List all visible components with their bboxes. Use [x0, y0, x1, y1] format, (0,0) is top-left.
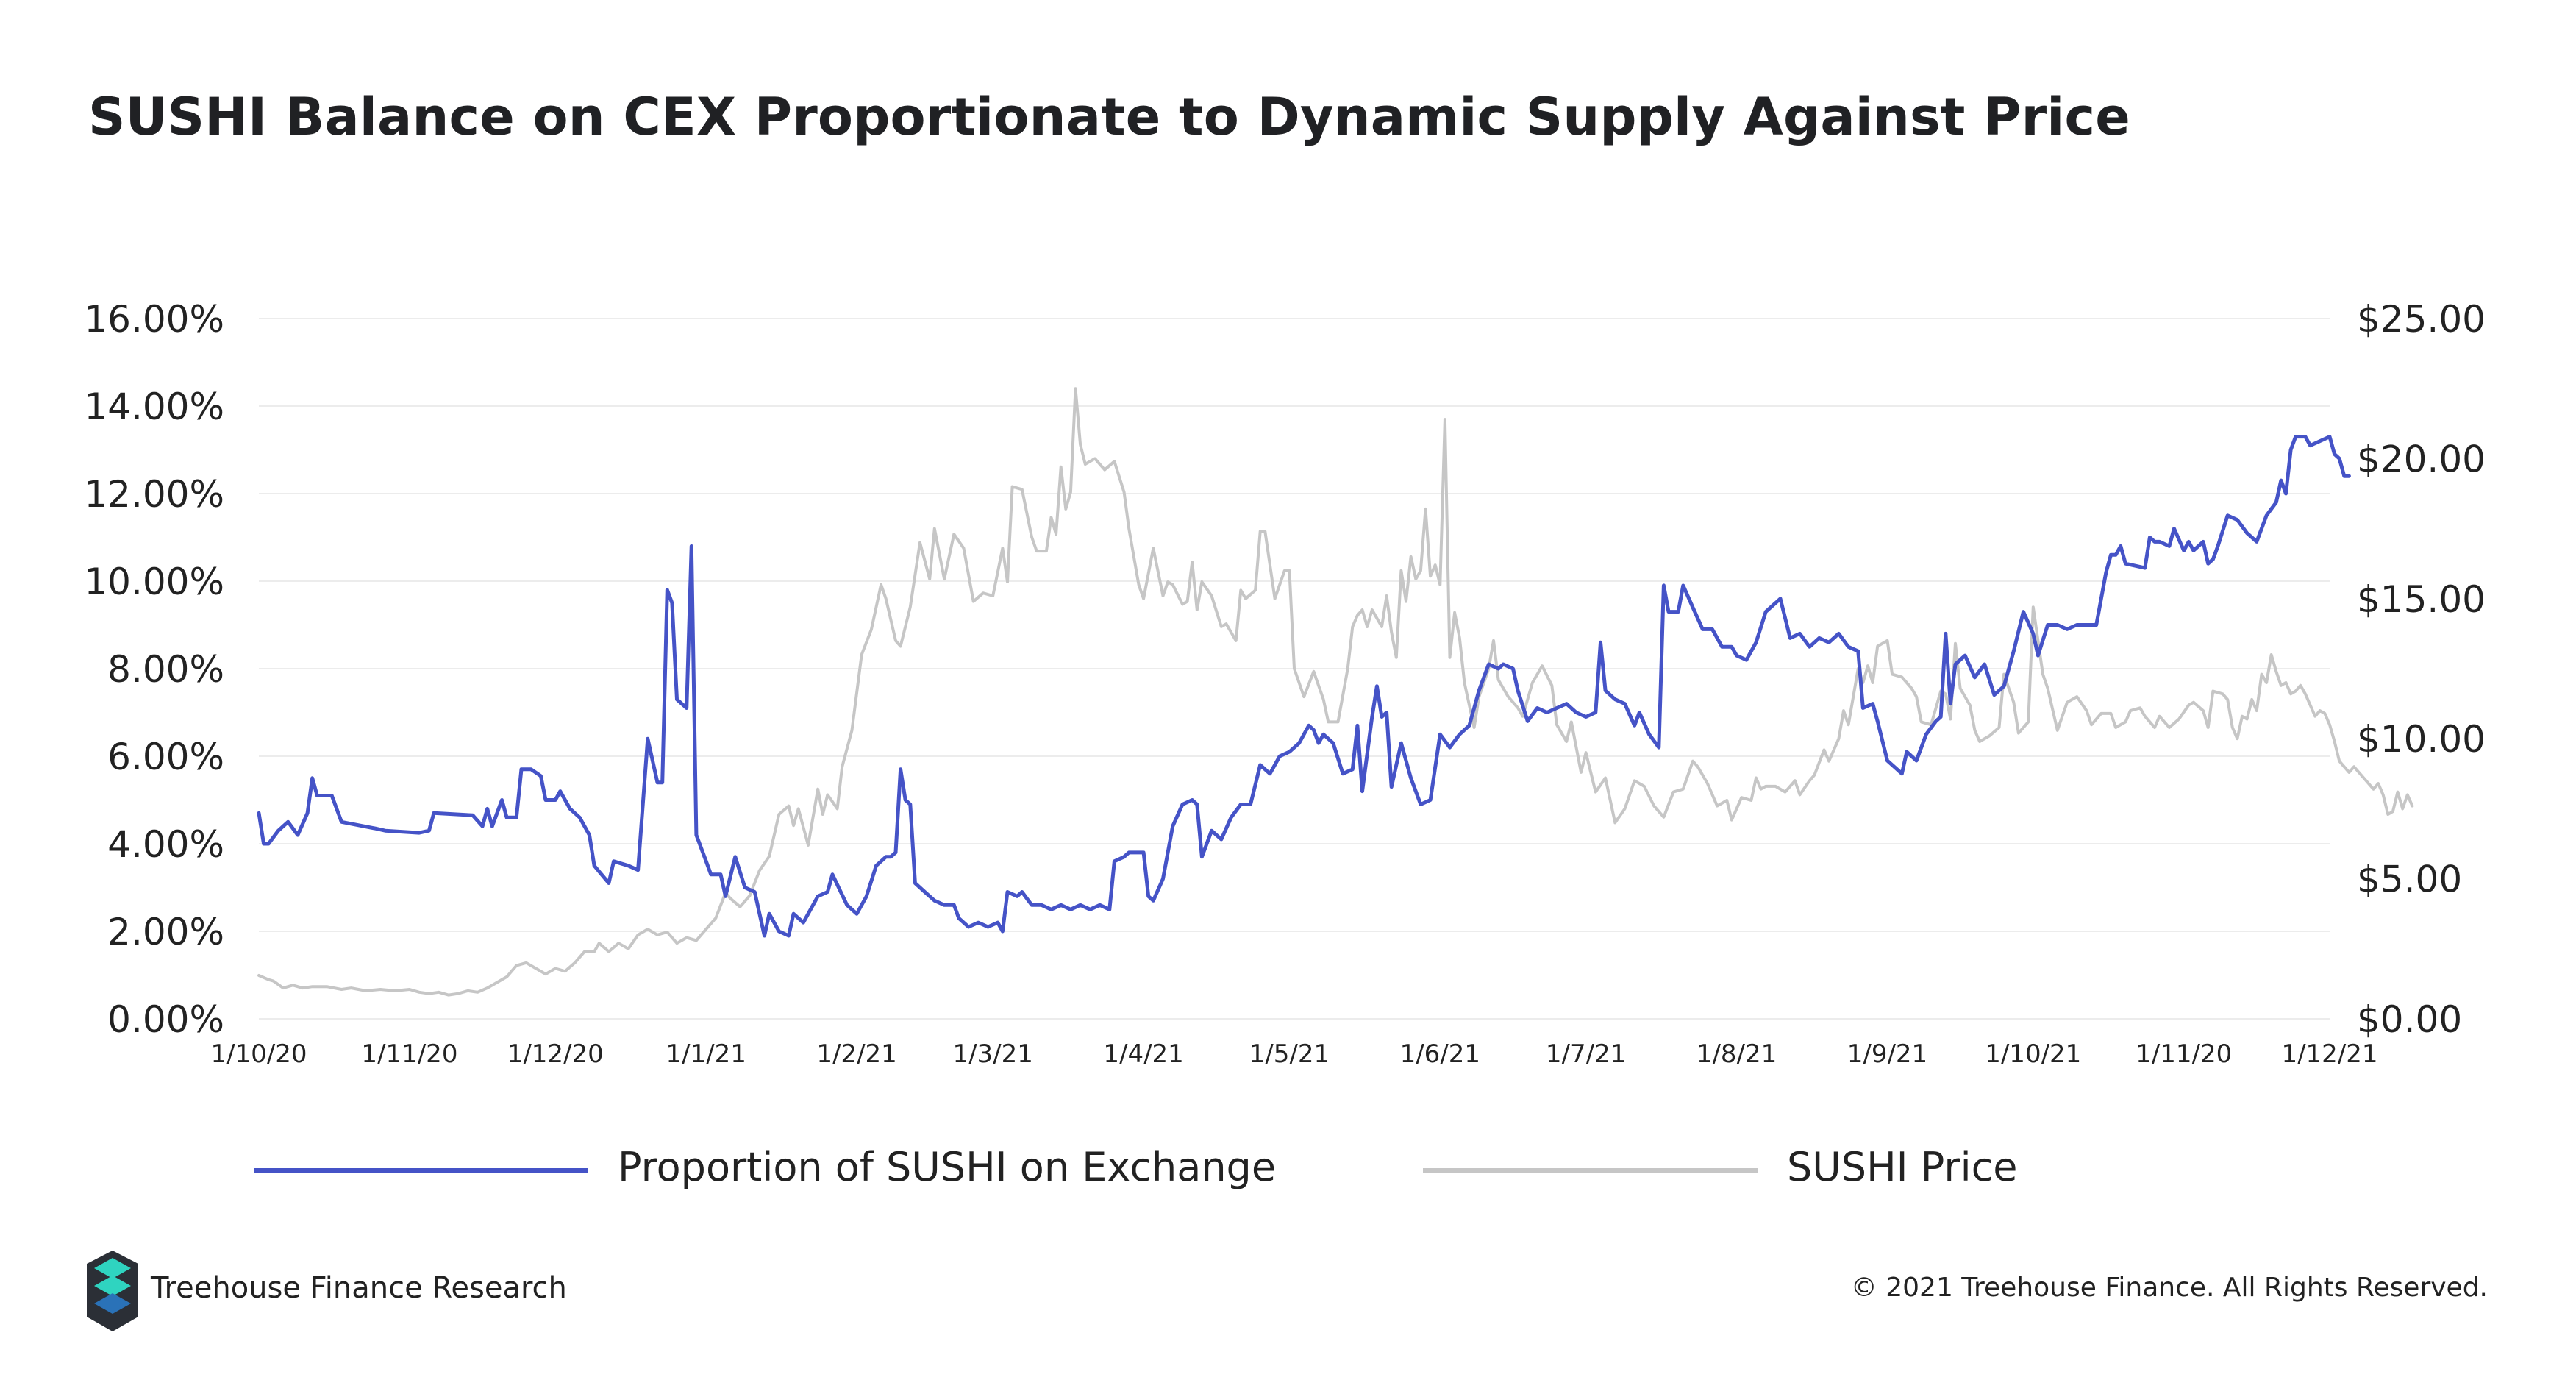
y-left-tick-label: 14.00%: [84, 385, 224, 428]
y-left-tick-label: 8.00%: [107, 648, 224, 691]
x-tick-label: 1/8/21: [1696, 1039, 1777, 1069]
footer-brand: Treehouse Finance Research: [151, 1271, 567, 1305]
x-tick-label: 1/1/21: [666, 1039, 746, 1069]
line-chart: 0.00% 2.00% 4.00% 6.00% 8.00% 10.00% 12.00% 14.…: [84, 298, 2486, 1069]
x-tick-label: 1/11/20: [2136, 1039, 2232, 1069]
x-axis: 1/10/20 1/11/20 1/12/20 1/1/21 1/2/21 1/3/21 1…: [210, 1039, 2377, 1069]
y-axis-right: $0.00 $5.00 $10.00 $15.00 $20.00 $25.00: [2357, 298, 2486, 1041]
series-line-proportion: [257, 435, 2351, 938]
legend-line-price: [1423, 1168, 1758, 1173]
footer-copyright: © 2021 Treehouse Finance. All Rights Res…: [1850, 1273, 2488, 1303]
chart-title: SUSHI Balance on CEX Proportionate to Dy…: [88, 87, 2130, 147]
x-tick-label: 1/2/21: [816, 1039, 896, 1069]
y-right-tick-label: $20.00: [2357, 438, 2486, 480]
x-tick-label: 1/9/21: [1847, 1039, 1927, 1069]
series-line-price: [257, 387, 2414, 997]
legend-label-price: SUSHI Price: [1787, 1144, 2018, 1190]
grid-lines: [259, 318, 2330, 1020]
y-right-tick-label: $10.00: [2357, 718, 2486, 761]
x-tick-label: 1/12/20: [507, 1039, 604, 1069]
y-axis-left: 0.00% 2.00% 4.00% 6.00% 8.00% 10.00% 12.00% 14.…: [84, 298, 224, 1041]
x-tick-label: 1/12/21: [2281, 1039, 2377, 1069]
x-tick-label: 1/4/21: [1103, 1039, 1183, 1069]
legend-line-proportion: [254, 1168, 588, 1173]
x-tick-label: 1/3/21: [952, 1039, 1032, 1069]
legend-item-price: SUSHI Price: [1423, 1144, 2033, 1195]
treehouse-logo-icon: [87, 1251, 138, 1334]
y-left-tick-label: 10.00%: [84, 561, 224, 603]
x-tick-label: 1/10/20: [210, 1039, 307, 1069]
y-right-tick-label: $0.00: [2357, 998, 2462, 1041]
x-tick-label: 1/11/20: [361, 1039, 457, 1069]
y-right-tick-label: $15.00: [2357, 578, 2486, 621]
legend-label-proportion: Proportion of SUSHI on Exchange: [618, 1144, 1277, 1190]
x-tick-label: 1/7/21: [1546, 1039, 1626, 1069]
y-left-tick-label: 16.00%: [84, 298, 224, 341]
x-tick-label: 1/10/21: [1985, 1039, 2081, 1069]
y-right-tick-label: $5.00: [2357, 858, 2462, 901]
y-left-tick-label: 0.00%: [107, 998, 224, 1041]
y-left-tick-label: 12.00%: [84, 473, 224, 516]
series-group: [257, 387, 2414, 997]
y-left-tick-label: 2.00%: [107, 911, 224, 953]
x-tick-label: 1/6/21: [1400, 1039, 1480, 1069]
y-right-tick-label: $25.00: [2357, 298, 2486, 341]
x-tick-label: 1/5/21: [1249, 1039, 1330, 1069]
legend-item-proportion: Proportion of SUSHI on Exchange: [254, 1144, 1276, 1195]
y-left-tick-label: 4.00%: [107, 823, 224, 866]
y-left-tick-label: 6.00%: [107, 736, 224, 778]
